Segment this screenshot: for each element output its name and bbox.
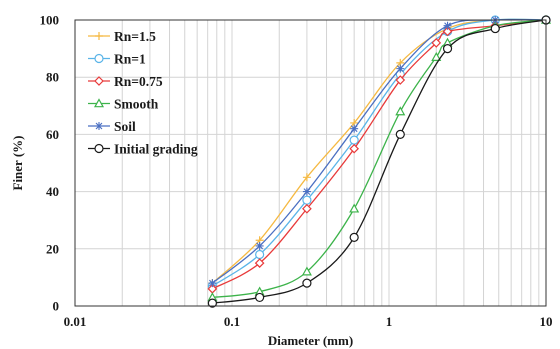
y-tick-label: 40: [46, 184, 59, 199]
data-point: [95, 32, 103, 40]
legend-item: Smooth: [88, 97, 159, 112]
plot-series: [207, 14, 552, 308]
legend-item: Rn=1.5: [88, 29, 156, 44]
data-point: [431, 38, 442, 48]
legend-item: Rn=0.75: [88, 74, 163, 89]
y-tick-label: 60: [46, 127, 59, 142]
x-axis-title: Diameter (mm): [268, 333, 353, 348]
data-point: [395, 75, 406, 85]
data-point: [302, 278, 312, 288]
y-tick-label: 20: [46, 241, 59, 256]
data-point: [349, 232, 359, 242]
legend: Rn=1.5 Rn=1 Rn=0.75 Smooth Soil Initial gradi…: [88, 29, 198, 157]
series-line: [212, 19, 547, 304]
series-line: [212, 18, 547, 287]
data-point: [302, 195, 312, 205]
legend-label: Initial grading: [114, 142, 198, 157]
series-initial-grading: [207, 15, 551, 308]
legend-item: Soil: [88, 119, 136, 134]
data-point: [255, 292, 265, 303]
legend-item: Initial grading: [88, 142, 198, 157]
data-point: [490, 23, 500, 34]
data-point: [254, 258, 265, 268]
legend-label: Smooth: [114, 97, 159, 112]
x-tick-label: 0.01: [64, 314, 87, 329]
data-point: [207, 298, 217, 308]
legend-item: Rn=1: [88, 52, 146, 67]
data-point: [443, 21, 452, 30]
data-point: [302, 187, 311, 196]
data-point: [395, 129, 405, 139]
data-point: [349, 143, 360, 154]
x-tick-label: 10: [540, 314, 553, 329]
data-point: [442, 43, 453, 54]
legend-label: Rn=1.5: [114, 29, 156, 44]
data-point: [94, 76, 104, 86]
data-point: [349, 203, 360, 213]
data-point: [302, 173, 311, 182]
data-point: [93, 98, 105, 108]
grid-lines: [75, 20, 546, 306]
y-axis-title: Finer (%): [10, 136, 25, 191]
plot-frame: [74, 19, 547, 307]
legend-label: Rn=1: [114, 52, 146, 67]
data-point: [442, 26, 453, 37]
data-point: [255, 241, 264, 250]
legend-label: Rn=0.75: [114, 74, 163, 89]
y-tick-label: 100: [40, 13, 60, 28]
data-point: [350, 124, 359, 133]
y-tick-label: 80: [46, 70, 59, 85]
data-point: [302, 203, 312, 214]
data-point: [255, 249, 265, 260]
data-point: [349, 135, 359, 145]
data-point: [396, 64, 405, 73]
data-point: [395, 106, 406, 116]
data-point: [431, 51, 442, 61]
x-tick-label: 0.1: [224, 314, 240, 329]
data-point: [208, 279, 217, 288]
series-line: [212, 19, 547, 290]
data-point: [301, 266, 312, 276]
data-point: [95, 122, 103, 130]
data-point: [94, 53, 104, 64]
x-tick-label: 1: [386, 314, 393, 329]
data-point: [94, 143, 104, 154]
y-tick-label: 0: [53, 299, 60, 314]
legend-label: Soil: [114, 119, 136, 134]
